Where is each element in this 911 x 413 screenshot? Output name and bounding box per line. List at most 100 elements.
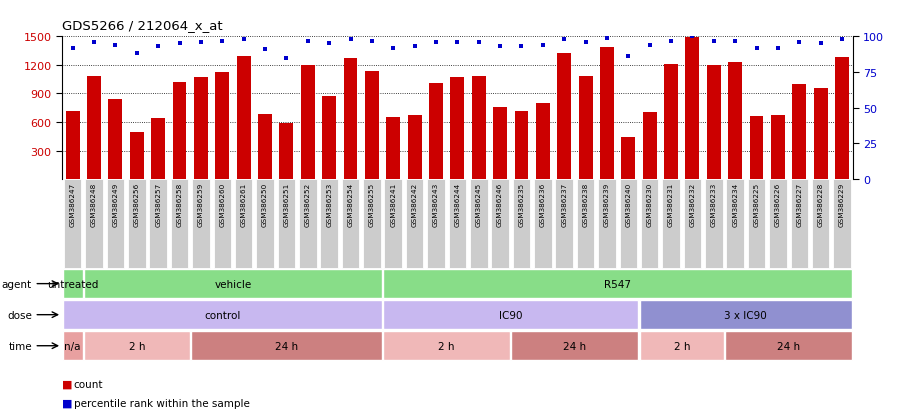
Point	[300, 38, 314, 45]
Text: GSM386261: GSM386261	[241, 182, 246, 226]
Text: GSM386236: GSM386236	[539, 182, 546, 226]
Text: GSM386230: GSM386230	[646, 182, 652, 226]
Point	[492, 44, 507, 50]
Point	[599, 35, 614, 42]
Bar	[66, 112, 79, 180]
Text: GSM386257: GSM386257	[155, 182, 161, 226]
FancyBboxPatch shape	[84, 269, 382, 299]
Point	[813, 41, 827, 47]
Point	[791, 40, 805, 46]
FancyBboxPatch shape	[383, 300, 638, 330]
FancyBboxPatch shape	[790, 180, 807, 268]
Text: GDS5266 / 212064_x_at: GDS5266 / 212064_x_at	[62, 19, 222, 31]
FancyBboxPatch shape	[149, 180, 167, 268]
Bar	[172, 83, 186, 180]
Point	[150, 44, 165, 50]
Text: GSM386238: GSM386238	[582, 182, 588, 226]
Point	[108, 43, 123, 49]
FancyBboxPatch shape	[511, 331, 638, 361]
Text: 2 h: 2 h	[438, 341, 455, 351]
Bar	[194, 78, 208, 180]
Bar	[322, 97, 336, 180]
Point	[129, 51, 144, 57]
Text: GSM386228: GSM386228	[817, 182, 823, 226]
Bar	[663, 65, 677, 180]
Text: 2 h: 2 h	[672, 341, 690, 351]
Point	[770, 45, 784, 52]
Bar	[215, 73, 229, 180]
Text: GSM386248: GSM386248	[91, 182, 97, 226]
Bar	[620, 138, 635, 180]
FancyBboxPatch shape	[661, 180, 679, 268]
Text: dose: dose	[7, 310, 32, 320]
Text: control: control	[204, 310, 241, 320]
FancyBboxPatch shape	[192, 180, 210, 268]
Bar	[536, 104, 549, 180]
Point	[450, 40, 465, 46]
FancyBboxPatch shape	[170, 180, 188, 268]
FancyBboxPatch shape	[619, 180, 637, 268]
FancyBboxPatch shape	[640, 180, 658, 268]
FancyBboxPatch shape	[84, 331, 189, 361]
FancyBboxPatch shape	[213, 180, 230, 268]
Bar	[258, 115, 271, 180]
FancyBboxPatch shape	[448, 180, 466, 268]
Text: 24 h: 24 h	[776, 341, 799, 351]
Text: GSM386240: GSM386240	[625, 182, 630, 226]
FancyBboxPatch shape	[63, 300, 382, 330]
Bar	[792, 85, 805, 180]
Text: agent: agent	[2, 279, 32, 289]
Point	[514, 44, 528, 50]
Text: GSM386226: GSM386226	[774, 182, 780, 226]
FancyBboxPatch shape	[534, 180, 551, 268]
FancyBboxPatch shape	[384, 180, 402, 268]
Bar	[407, 116, 421, 180]
Bar	[151, 119, 165, 180]
Point	[385, 45, 400, 52]
Text: GSM386259: GSM386259	[198, 182, 204, 226]
Text: IC90: IC90	[498, 310, 522, 320]
Text: GSM386254: GSM386254	[347, 182, 353, 226]
Bar	[129, 133, 144, 180]
Point	[87, 40, 101, 46]
FancyBboxPatch shape	[107, 180, 124, 268]
Text: GSM386256: GSM386256	[134, 182, 139, 226]
Text: GSM386245: GSM386245	[476, 182, 481, 226]
FancyBboxPatch shape	[639, 331, 723, 361]
FancyBboxPatch shape	[86, 180, 103, 268]
Text: GSM386243: GSM386243	[433, 182, 438, 226]
Bar	[685, 38, 699, 180]
Bar	[728, 63, 742, 180]
Point	[557, 37, 571, 43]
Text: GSM386232: GSM386232	[689, 182, 695, 226]
FancyBboxPatch shape	[555, 180, 572, 268]
Text: GSM386239: GSM386239	[603, 182, 609, 226]
Text: GSM386244: GSM386244	[454, 182, 460, 226]
Text: GSM386255: GSM386255	[368, 182, 374, 226]
Point	[322, 41, 336, 47]
FancyBboxPatch shape	[726, 180, 743, 268]
Point	[641, 43, 656, 49]
Bar	[301, 66, 314, 180]
Bar	[108, 100, 122, 180]
FancyBboxPatch shape	[190, 331, 382, 361]
Text: R547: R547	[603, 279, 630, 289]
Bar	[471, 77, 486, 180]
Text: percentile rank within the sample: percentile rank within the sample	[74, 398, 250, 408]
Text: GSM386249: GSM386249	[112, 182, 118, 226]
Text: GSM386247: GSM386247	[69, 182, 76, 226]
Text: GSM386252: GSM386252	[304, 182, 311, 226]
Point	[834, 37, 848, 43]
Text: vehicle: vehicle	[214, 279, 251, 289]
Text: untreated: untreated	[47, 279, 98, 289]
Point	[471, 40, 486, 46]
Bar	[279, 123, 293, 180]
FancyBboxPatch shape	[469, 180, 487, 268]
Text: GSM386231: GSM386231	[668, 182, 673, 226]
Text: GSM386242: GSM386242	[411, 182, 417, 226]
FancyBboxPatch shape	[598, 180, 615, 268]
Text: GSM386253: GSM386253	[326, 182, 332, 226]
Point	[407, 44, 422, 50]
Text: GSM386227: GSM386227	[795, 182, 802, 226]
Bar	[386, 118, 400, 180]
